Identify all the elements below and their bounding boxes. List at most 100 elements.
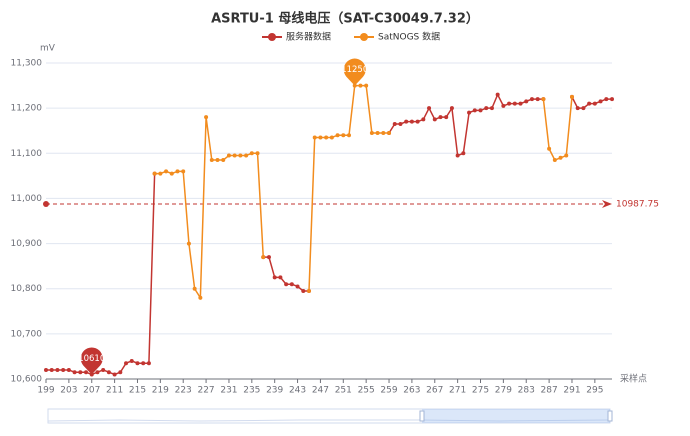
point: [95, 370, 100, 375]
legend-label: 服务器数据: [286, 31, 331, 43]
point: [44, 367, 48, 372]
x-tick-label: 291: [563, 386, 580, 396]
point: [484, 106, 489, 111]
point: [158, 171, 163, 176]
x-tick-label: 251: [335, 386, 352, 396]
point: [66, 367, 71, 372]
point: [449, 106, 454, 111]
zoom-window[interactable]: [422, 409, 610, 423]
point: [61, 367, 66, 372]
point: [106, 370, 111, 375]
series-line: [542, 96, 573, 162]
y-tick-label: 10,600: [11, 375, 43, 385]
series-line: [154, 117, 265, 301]
zoom-handle[interactable]: [607, 410, 613, 422]
point: [564, 153, 569, 158]
point: [329, 135, 334, 140]
point: [569, 94, 574, 99]
x-tick-label: 207: [83, 386, 100, 396]
data-zoom[interactable]: [47, 408, 613, 424]
point: [272, 275, 277, 280]
point: [284, 282, 289, 287]
point: [55, 367, 60, 372]
point: [489, 106, 494, 111]
point: [541, 97, 546, 102]
y-tick-label: 11,200: [11, 104, 43, 114]
pin: [80, 347, 103, 375]
zoom-handle[interactable]: [419, 410, 425, 422]
x-tick-label: 287: [541, 386, 558, 396]
point: [369, 130, 374, 135]
x-tick-label: 283: [518, 386, 535, 396]
point: [278, 275, 283, 280]
y-tick-label: 11,100: [11, 149, 43, 159]
point: [129, 358, 134, 363]
series: [152, 83, 574, 301]
point: [261, 255, 266, 260]
point: [512, 101, 517, 106]
point: [312, 135, 317, 140]
series-line: [388, 92, 544, 157]
average-label: 10987.75: [616, 199, 659, 209]
x-tick-label: 231: [220, 386, 237, 396]
point: [249, 151, 254, 156]
point: [112, 372, 117, 377]
x-tick-label: 215: [129, 386, 146, 396]
point: [84, 370, 89, 375]
x-tick-label: 223: [175, 386, 192, 396]
point: [592, 101, 597, 106]
x-tick-label: 235: [243, 386, 260, 396]
point: [587, 101, 592, 106]
point: [347, 133, 352, 138]
point: [381, 130, 386, 135]
point: [141, 361, 146, 366]
y-tick-label: 11,000: [11, 194, 43, 204]
point: [164, 169, 169, 174]
point: [204, 115, 209, 120]
x-tick-label: 243: [289, 386, 306, 396]
point: [118, 370, 123, 375]
point: [72, 370, 77, 375]
point: [558, 155, 563, 160]
x-tick-label: 263: [403, 386, 420, 396]
point: [124, 361, 129, 366]
point: [604, 97, 609, 102]
point: [232, 153, 237, 158]
x-tick-label: 275: [472, 386, 489, 396]
legend-marker: [360, 33, 368, 41]
x-tick-label: 199: [37, 386, 54, 396]
point: [169, 171, 174, 176]
point: [404, 119, 409, 124]
point: [209, 158, 214, 163]
point: [495, 92, 500, 97]
x-tick-label: 239: [266, 386, 283, 396]
point: [438, 115, 443, 120]
series-line: [308, 84, 390, 291]
x-tick-label: 227: [197, 386, 214, 396]
x-tick-label: 279: [495, 386, 512, 396]
point: [364, 83, 369, 88]
point: [226, 153, 231, 158]
point: [175, 169, 180, 174]
y-tick-label: 11,300: [11, 59, 43, 69]
point: [518, 101, 523, 106]
point: [341, 133, 346, 138]
x-tick-label: 259: [380, 386, 397, 396]
point: [501, 103, 506, 108]
point: [335, 133, 340, 138]
point: [581, 106, 586, 111]
point: [192, 286, 197, 291]
point: [421, 117, 426, 122]
y-tick-label: 10,700: [11, 329, 43, 339]
point: [529, 97, 534, 102]
pin-label: 10610: [78, 354, 105, 364]
point: [427, 106, 432, 111]
point: [610, 97, 614, 102]
point: [552, 158, 557, 163]
y-tick-label: 10,800: [11, 284, 43, 294]
point: [455, 153, 460, 158]
x-tick-label: 255: [358, 386, 375, 396]
point: [461, 151, 466, 156]
point: [295, 284, 300, 289]
x-tick-label: 271: [449, 386, 466, 396]
